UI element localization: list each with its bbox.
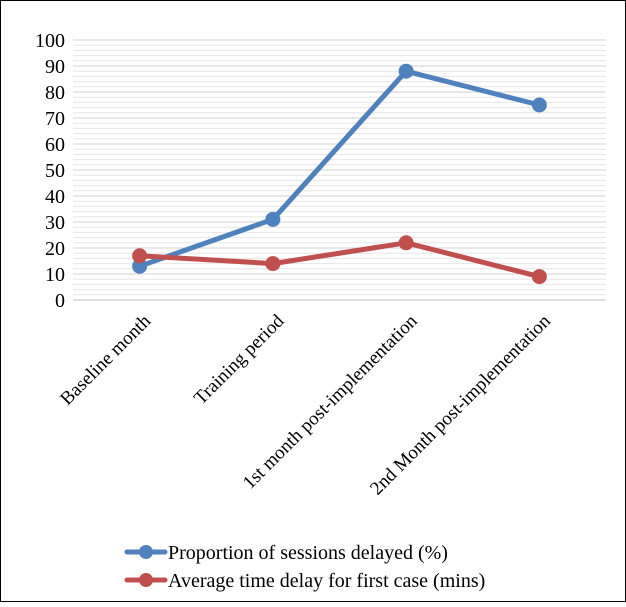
y-tick-label: 90	[45, 56, 65, 78]
y-tick-label: 60	[45, 134, 65, 156]
data-point	[398, 63, 414, 79]
data-point	[265, 211, 281, 227]
data-point	[265, 256, 281, 272]
y-axis-ticks: 0 10 20 30 40 50 60 70 80 90 100	[35, 30, 65, 312]
y-tick-label: 0	[55, 290, 65, 312]
legend: Proportion of sessions delayed (%) Averag…	[124, 542, 485, 592]
y-tick-label: 20	[45, 238, 65, 260]
y-tick-label: 10	[45, 264, 65, 286]
data-point	[132, 248, 148, 264]
legend-label: Proportion of sessions delayed (%)	[168, 542, 448, 564]
data-point	[398, 235, 414, 251]
gridlines	[73, 39, 606, 301]
series-line-2	[137, 240, 542, 280]
y-tick-label: 50	[45, 160, 65, 182]
y-tick-label: 40	[45, 186, 65, 208]
legend-marker	[139, 545, 153, 559]
legend-marker	[139, 573, 153, 587]
series-layer	[132, 63, 547, 285]
y-tick-label: 100	[35, 30, 65, 52]
y-tick-label: 30	[45, 212, 65, 234]
legend-label: Average time delay for first case (mins)	[168, 570, 485, 592]
data-point	[531, 97, 547, 113]
y-tick-label: 70	[45, 108, 65, 130]
series-line-1	[137, 68, 542, 269]
data-point	[531, 269, 547, 285]
y-tick-label: 80	[45, 82, 65, 104]
